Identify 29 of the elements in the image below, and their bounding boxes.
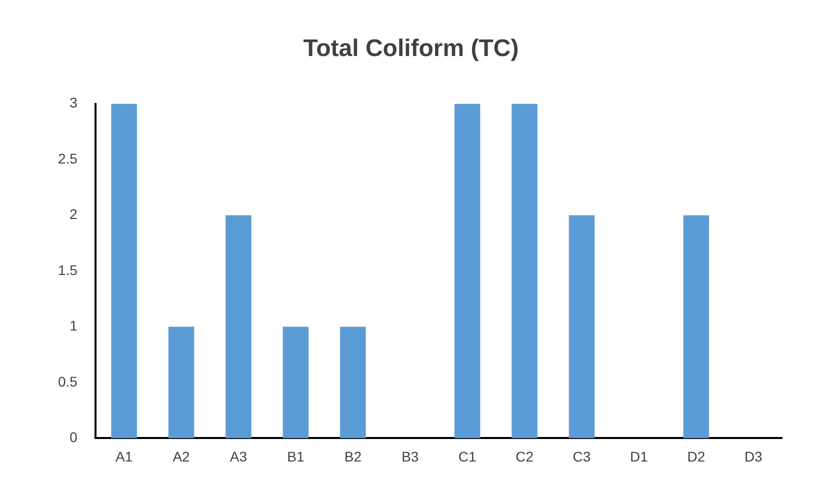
bar <box>111 104 137 438</box>
bar <box>226 215 252 438</box>
bar <box>340 326 366 438</box>
bar <box>568 215 595 438</box>
bar <box>683 215 710 438</box>
x-tick-label: D2 <box>687 448 706 464</box>
x-tick-label: D1 <box>630 448 648 464</box>
y-tick-label: 2 <box>70 206 78 222</box>
x-tick-label: C3 <box>572 448 591 464</box>
bar <box>168 326 194 438</box>
x-tick-label: C2 <box>516 448 534 464</box>
y-tick-label: 2.5 <box>58 150 78 166</box>
x-tick-label: A3 <box>230 448 248 464</box>
x-tick-label: B3 <box>402 448 419 464</box>
x-tick-label: B2 <box>344 448 362 464</box>
y-tick-label: 1.5 <box>58 262 78 278</box>
bar <box>454 104 480 438</box>
x-tick-label: C1 <box>458 448 476 464</box>
x-tick-label: A2 <box>172 448 190 464</box>
y-tick-label: 0.5 <box>58 373 78 390</box>
x-tick-label: B1 <box>287 448 304 464</box>
bar <box>512 104 538 438</box>
bar <box>282 326 309 438</box>
y-tick-label: 3 <box>70 94 78 111</box>
x-tick-label: A1 <box>116 448 133 464</box>
y-tick-label: 0 <box>70 429 78 446</box>
chart-title: Total Coliform (TC) <box>303 35 519 62</box>
x-tick-label: D3 <box>744 448 763 464</box>
y-tick-label: 1 <box>70 318 78 334</box>
